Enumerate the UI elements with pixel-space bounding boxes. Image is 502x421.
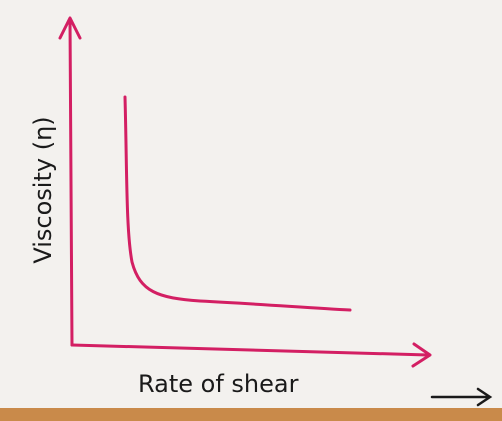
x-axis (70, 343, 430, 357)
viscosity-curve (123, 95, 352, 312)
x-label-arrow (430, 387, 493, 407)
x-axis-label: Rate of shear (138, 370, 299, 398)
y-axis-arrow (58, 16, 82, 40)
paper-edge (0, 408, 502, 421)
x-axis-arrow (411, 342, 432, 368)
y-axis (68, 18, 74, 347)
y-axis-label: Viscosity (η) (29, 116, 57, 263)
